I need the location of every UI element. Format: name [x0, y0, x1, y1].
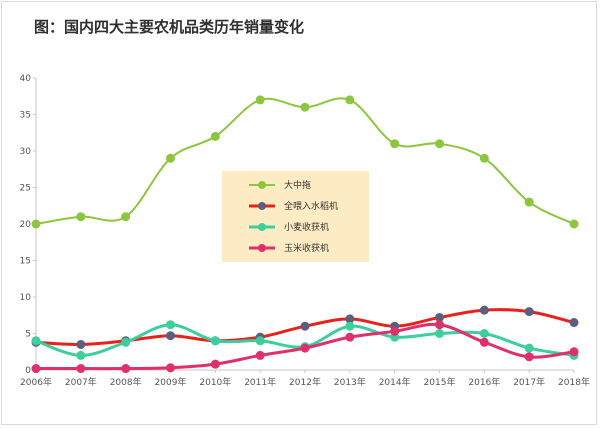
y-tick-label: 25: [20, 184, 31, 194]
x-tick-label: 2007年: [65, 376, 97, 388]
legend-swatch-marker: [258, 202, 266, 210]
legend-item: 大中拖: [249, 179, 311, 191]
data-point: [76, 364, 86, 374]
data-point: [390, 326, 400, 336]
x-tick-label: 2012年: [289, 376, 321, 388]
y-tick-label: 10: [20, 293, 32, 303]
data-point: [121, 337, 131, 347]
data-point: [300, 343, 310, 353]
x-tick-label: 2014年: [379, 376, 411, 388]
legend-label: 玉米收获机: [284, 242, 329, 254]
legend-item: 全喂入水稻机: [249, 200, 338, 212]
data-point: [76, 350, 86, 360]
data-point: [76, 212, 86, 222]
legend-item: 小麦收获机: [249, 221, 329, 233]
data-point: [255, 336, 265, 346]
data-point: [524, 352, 534, 362]
x-tick-label: 2013年: [334, 376, 366, 388]
data-point: [210, 359, 220, 369]
x-tick-label: 2016年: [468, 376, 500, 388]
data-point: [569, 347, 579, 357]
data-point: [31, 219, 41, 229]
x-tick-label: 2018年: [558, 376, 590, 388]
y-tick-label: 40: [20, 74, 32, 84]
data-point: [255, 95, 265, 105]
data-point: [210, 336, 220, 346]
x-tick-label: 2008年: [110, 376, 142, 388]
data-point: [524, 197, 534, 207]
y-tick-label: 30: [20, 147, 32, 157]
legend-label: 小麦收获机: [284, 221, 329, 233]
x-tick-label: 2006年: [20, 376, 52, 388]
legend-item: 玉米收获机: [249, 242, 329, 254]
data-point: [479, 153, 489, 163]
series-4: [31, 320, 579, 374]
data-point: [76, 339, 86, 349]
data-point: [31, 364, 41, 374]
chart-title: 图：国内四大主要农机品类历年销量变化: [34, 18, 305, 36]
chart-series: [31, 95, 579, 374]
legend-label: 全喂入水稻机: [284, 200, 338, 212]
data-point: [435, 139, 444, 149]
data-point: [435, 329, 444, 338]
data-point: [345, 95, 355, 105]
data-point: [345, 321, 355, 331]
data-point: [390, 139, 400, 149]
data-point: [300, 102, 310, 112]
data-point: [435, 312, 444, 322]
x-tick-label: 2010年: [199, 376, 231, 388]
y-tick-label: 5: [25, 330, 31, 340]
legend-swatch-marker: [258, 181, 266, 189]
data-point: [569, 318, 579, 328]
data-point: [31, 336, 41, 346]
legend-label: 大中拖: [284, 179, 311, 191]
data-point: [166, 153, 175, 163]
data-point: [255, 350, 265, 360]
data-point: [569, 219, 579, 229]
data-point: [121, 364, 131, 374]
data-point: [479, 329, 489, 338]
data-point: [524, 307, 534, 317]
data-point: [479, 305, 489, 315]
data-point: [166, 363, 175, 373]
data-point: [300, 321, 310, 331]
data-point: [435, 320, 444, 330]
y-tick-label: 0: [25, 366, 31, 376]
y-tick-label: 35: [20, 111, 31, 121]
data-point: [210, 131, 220, 141]
data-point: [166, 320, 175, 330]
series-1: [31, 95, 579, 229]
x-tick-label: 2015年: [424, 376, 456, 388]
y-tick-label: 20: [20, 220, 32, 230]
data-point: [345, 332, 355, 342]
y-tick-label: 15: [20, 257, 31, 267]
legend-box: [222, 171, 369, 262]
x-tick-label: 2009年: [155, 376, 187, 388]
data-point: [524, 343, 534, 353]
data-point: [479, 337, 489, 347]
legend-swatch-marker: [258, 244, 266, 252]
data-point: [121, 212, 131, 222]
x-tick-label: 2017年: [513, 376, 545, 388]
x-tick-label: 2011年: [244, 376, 276, 388]
legend-swatch-marker: [258, 223, 266, 231]
data-point: [345, 314, 355, 324]
data-point: [166, 331, 175, 341]
